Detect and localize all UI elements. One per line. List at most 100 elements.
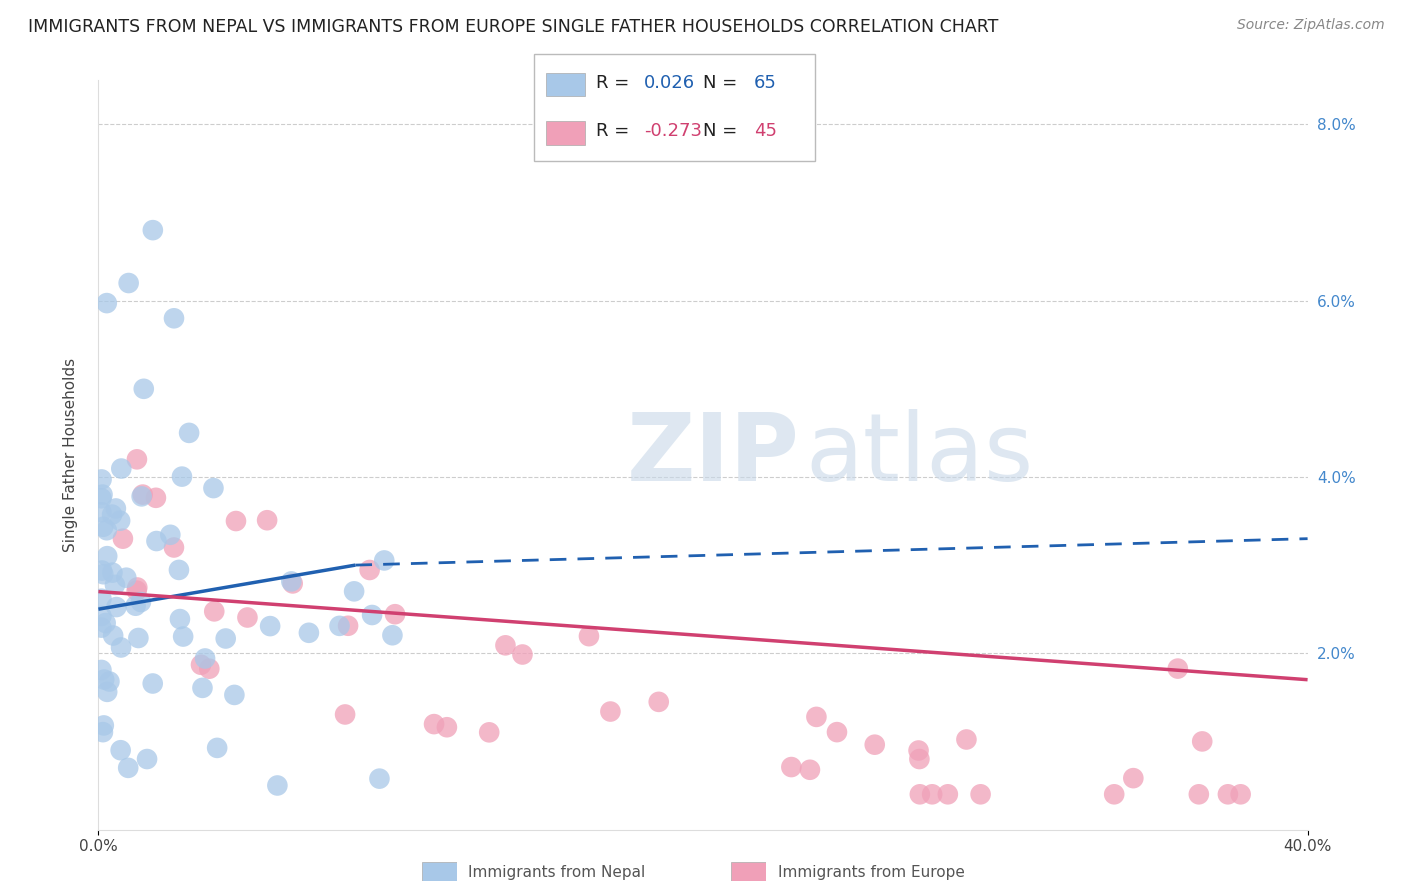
Point: [90, 609, 112, 624]
Point: [91, 520, 114, 534]
Point: [91, 567, 114, 582]
Point: [117, 761, 139, 775]
Point: [806, 710, 828, 724]
Point: [90, 591, 112, 606]
Point: [599, 705, 621, 719]
Point: [1188, 787, 1211, 801]
Point: [328, 619, 350, 633]
Point: [98, 674, 121, 689]
Text: R =: R =: [596, 121, 636, 139]
Point: [280, 574, 302, 589]
Point: [110, 640, 132, 655]
Text: Immigrants from Europe: Immigrants from Europe: [778, 865, 965, 880]
Point: [908, 787, 931, 801]
Point: [381, 628, 404, 642]
Text: R =: R =: [596, 75, 636, 93]
Point: [125, 583, 148, 598]
Point: [259, 619, 281, 633]
Point: [512, 648, 534, 662]
Point: [104, 578, 127, 592]
FancyBboxPatch shape: [534, 54, 815, 161]
Point: [799, 763, 821, 777]
Text: 65: 65: [754, 75, 776, 93]
Point: [361, 607, 384, 622]
Point: [96, 549, 118, 564]
Point: [172, 630, 194, 644]
Point: [90, 505, 112, 519]
Point: [908, 752, 931, 766]
Point: [780, 760, 803, 774]
Point: [436, 720, 458, 734]
Point: [91, 564, 114, 578]
Point: [936, 787, 959, 801]
Point: [94, 615, 117, 630]
Point: [145, 534, 167, 549]
Point: [90, 621, 112, 635]
Point: [1102, 787, 1125, 801]
Point: [132, 487, 155, 501]
Text: Source: ZipAtlas.com: Source: ZipAtlas.com: [1237, 18, 1385, 32]
Text: 45: 45: [754, 121, 776, 139]
Text: atlas: atlas: [806, 409, 1033, 501]
Point: [93, 673, 115, 687]
Text: ZIP: ZIP: [627, 409, 800, 501]
Point: [190, 657, 212, 672]
Point: [194, 651, 217, 665]
Point: [281, 576, 304, 591]
Point: [224, 688, 246, 702]
Point: [1122, 771, 1144, 785]
Point: [423, 717, 446, 731]
Point: [1216, 787, 1239, 801]
Point: [163, 311, 186, 326]
Point: [131, 489, 153, 503]
Point: [96, 296, 118, 310]
Point: [96, 685, 118, 699]
Point: [256, 513, 278, 527]
Point: [179, 425, 201, 440]
Point: [169, 612, 191, 626]
Point: [93, 718, 115, 732]
Point: [236, 610, 259, 624]
Point: [101, 628, 124, 642]
Point: [129, 595, 152, 609]
Point: [163, 541, 186, 555]
Point: [90, 472, 112, 486]
Point: [205, 740, 228, 755]
Point: [101, 508, 124, 522]
Text: N =: N =: [703, 121, 742, 139]
Point: [368, 772, 391, 786]
Point: [1229, 787, 1251, 801]
Y-axis label: Single Father Households: Single Father Households: [63, 358, 77, 552]
Point: [333, 707, 356, 722]
Point: [384, 607, 406, 622]
Text: 0.026: 0.026: [644, 75, 695, 93]
Point: [578, 629, 600, 643]
Point: [124, 599, 146, 613]
Point: [191, 681, 214, 695]
Point: [104, 501, 127, 516]
Text: IMMIGRANTS FROM NEPAL VS IMMIGRANTS FROM EUROPE SINGLE FATHER HOUSEHOLDS CORRELA: IMMIGRANTS FROM NEPAL VS IMMIGRANTS FROM…: [28, 18, 998, 36]
Point: [111, 532, 134, 546]
Point: [298, 625, 321, 640]
Point: [215, 632, 238, 646]
Point: [373, 553, 395, 567]
Bar: [546, 73, 585, 96]
Point: [337, 619, 360, 633]
Point: [145, 491, 167, 505]
Bar: [546, 121, 585, 145]
Point: [101, 566, 124, 580]
Point: [142, 676, 165, 690]
Point: [159, 528, 181, 542]
Text: -0.273: -0.273: [644, 121, 702, 139]
Text: N =: N =: [703, 75, 742, 93]
Point: [478, 725, 501, 739]
Point: [955, 732, 977, 747]
Point: [127, 631, 149, 645]
Point: [266, 779, 288, 793]
Point: [110, 743, 132, 757]
Point: [343, 584, 366, 599]
Point: [167, 563, 190, 577]
Point: [115, 571, 138, 585]
Point: [127, 581, 149, 595]
Point: [132, 382, 155, 396]
